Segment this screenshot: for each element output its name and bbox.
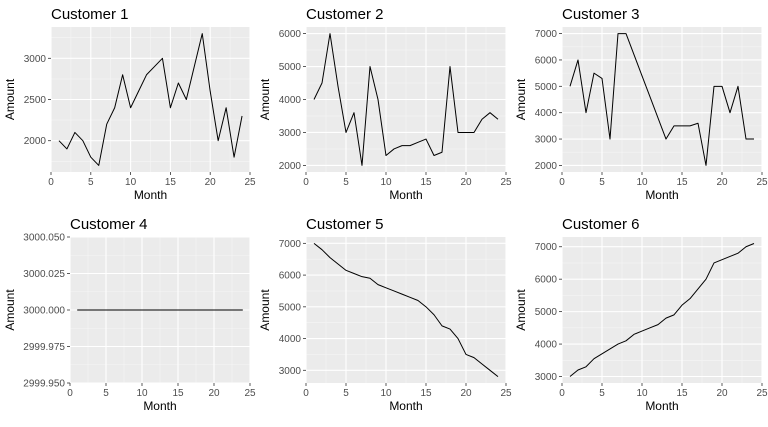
x-tick-label: 20 bbox=[716, 177, 728, 188]
x-tick-label: 10 bbox=[125, 177, 137, 188]
x-tick-label: 5 bbox=[599, 388, 605, 399]
x-tick-label: 15 bbox=[165, 177, 177, 188]
chart-title: Customer 2 bbox=[306, 6, 384, 23]
x-tick-label: 25 bbox=[756, 388, 768, 399]
x-tick-label: 15 bbox=[420, 177, 432, 188]
y-tick-label: 3000.025 bbox=[23, 269, 65, 280]
y-tick-label: 5000 bbox=[535, 307, 558, 318]
y-axis-label: Amount bbox=[3, 78, 17, 120]
y-tick-label: 3000 bbox=[279, 128, 302, 139]
y-tick-label: 5000 bbox=[279, 62, 302, 73]
chart-title: Customer 5 bbox=[306, 216, 384, 233]
x-tick-label: 20 bbox=[716, 388, 728, 399]
y-tick-label: 4000 bbox=[535, 108, 558, 119]
chart-title: Customer 6 bbox=[562, 216, 640, 233]
y-tick-label: 3000 bbox=[535, 372, 558, 383]
y-tick-label: 3000.000 bbox=[23, 306, 65, 317]
x-tick-label: 10 bbox=[636, 388, 648, 399]
x-tick-label: 10 bbox=[636, 177, 648, 188]
x-tick-label: 15 bbox=[420, 388, 432, 399]
y-tick-label: 2000 bbox=[24, 136, 47, 147]
y-axis-label: Amount bbox=[3, 289, 17, 331]
y-tick-label: 4000 bbox=[279, 95, 302, 106]
y-tick-label: 4000 bbox=[279, 334, 302, 345]
x-tick-label: 20 bbox=[460, 177, 472, 188]
series-line bbox=[313, 242, 499, 378]
y-axis-label: Amount bbox=[514, 289, 528, 331]
y-tick-label: 2999.950 bbox=[23, 379, 65, 390]
chart-panel-customer-3: 0 5 10 15 20 25 2000 3000 4000 5000 6000 7000 Custom… bbox=[514, 6, 768, 202]
x-tick-label: 15 bbox=[172, 388, 184, 399]
x-tick-label: 20 bbox=[208, 388, 220, 399]
y-tick-label: 2500 bbox=[24, 95, 47, 106]
x-axis-label: Month bbox=[134, 188, 167, 202]
chart-panel-customer-4: 0 5 10 15 20 25 2999.950 2999.975 3000.000 3000.0… bbox=[3, 216, 256, 413]
y-axis-label: Amount bbox=[258, 78, 272, 120]
x-tick-label: 25 bbox=[756, 177, 768, 188]
y-axis-label: Amount bbox=[258, 289, 272, 331]
x-tick-label: 5 bbox=[343, 388, 349, 399]
x-tick-label: 5 bbox=[88, 177, 94, 188]
x-tick-label: 20 bbox=[205, 177, 217, 188]
x-tick-label: 0 bbox=[67, 388, 73, 399]
x-tick-label: 10 bbox=[136, 388, 148, 399]
y-tick-label: 3000.050 bbox=[23, 233, 65, 244]
x-tick-label: 5 bbox=[103, 388, 109, 399]
x-axis-label: Month bbox=[645, 188, 678, 202]
y-tick-label: 2999.975 bbox=[23, 342, 65, 353]
y-tick-label: 4000 bbox=[535, 340, 558, 351]
y-tick-label: 5000 bbox=[535, 82, 558, 93]
y-tick-label: 7000 bbox=[279, 239, 302, 250]
chart-panel-customer-6: 0 5 10 15 20 25 3000 4000 5000 6000 7000 Customer 6… bbox=[514, 216, 768, 413]
x-tick-label: 10 bbox=[380, 388, 392, 399]
y-tick-label: 3000 bbox=[535, 135, 558, 146]
x-tick-label: 25 bbox=[500, 177, 512, 188]
x-tick-label: 25 bbox=[244, 177, 256, 188]
x-tick-label: 25 bbox=[500, 388, 512, 399]
x-axis-label: Month bbox=[143, 399, 176, 413]
x-tick-label: 0 bbox=[559, 388, 565, 399]
y-tick-label: 3000 bbox=[24, 54, 47, 65]
y-tick-label: 6000 bbox=[279, 29, 302, 40]
y-tick-label: 7000 bbox=[535, 29, 558, 40]
chart-panel-customer-2: 0 5 10 15 20 25 2000 3000 4000 5000 6000 Customer 2… bbox=[258, 6, 512, 202]
x-tick-label: 15 bbox=[676, 177, 688, 188]
chart-title: Customer 4 bbox=[70, 216, 148, 233]
y-tick-label: 6000 bbox=[279, 271, 302, 282]
x-axis-label: Month bbox=[389, 399, 422, 413]
y-tick-label: 7000 bbox=[535, 242, 558, 253]
x-axis-label: Month bbox=[389, 188, 422, 202]
y-tick-label: 3000 bbox=[279, 366, 302, 377]
x-tick-label: 0 bbox=[48, 177, 54, 188]
x-tick-label: 5 bbox=[343, 177, 349, 188]
chart-panel-customer-1: 0 5 10 15 20 25 2000 2500 3000 Customer 1 Month Amo… bbox=[3, 6, 256, 202]
chart-title: Customer 1 bbox=[51, 6, 129, 23]
y-tick-label: 2000 bbox=[279, 161, 302, 172]
x-tick-label: 5 bbox=[599, 177, 605, 188]
x-tick-label: 0 bbox=[559, 177, 565, 188]
series-line bbox=[313, 33, 499, 166]
x-tick-label: 20 bbox=[460, 388, 472, 399]
x-tick-label: 0 bbox=[303, 388, 309, 399]
x-axis-label: Month bbox=[645, 399, 678, 413]
x-tick-label: 0 bbox=[303, 177, 309, 188]
x-tick-label: 25 bbox=[244, 388, 256, 399]
series-line bbox=[569, 243, 755, 377]
y-tick-label: 6000 bbox=[535, 275, 558, 286]
x-tick-label: 10 bbox=[380, 177, 392, 188]
y-axis-label: Amount bbox=[514, 78, 528, 120]
chart-panel-customer-5: 0 5 10 15 20 25 3000 4000 5000 6000 7000 Customer 5… bbox=[258, 216, 512, 413]
series-line bbox=[569, 33, 754, 166]
y-tick-label: 6000 bbox=[535, 55, 558, 66]
y-tick-label: 2000 bbox=[535, 161, 558, 172]
y-tick-label: 5000 bbox=[279, 302, 302, 313]
x-tick-label: 15 bbox=[676, 388, 688, 399]
chart-title: Customer 3 bbox=[562, 6, 640, 23]
series-line bbox=[58, 33, 243, 166]
